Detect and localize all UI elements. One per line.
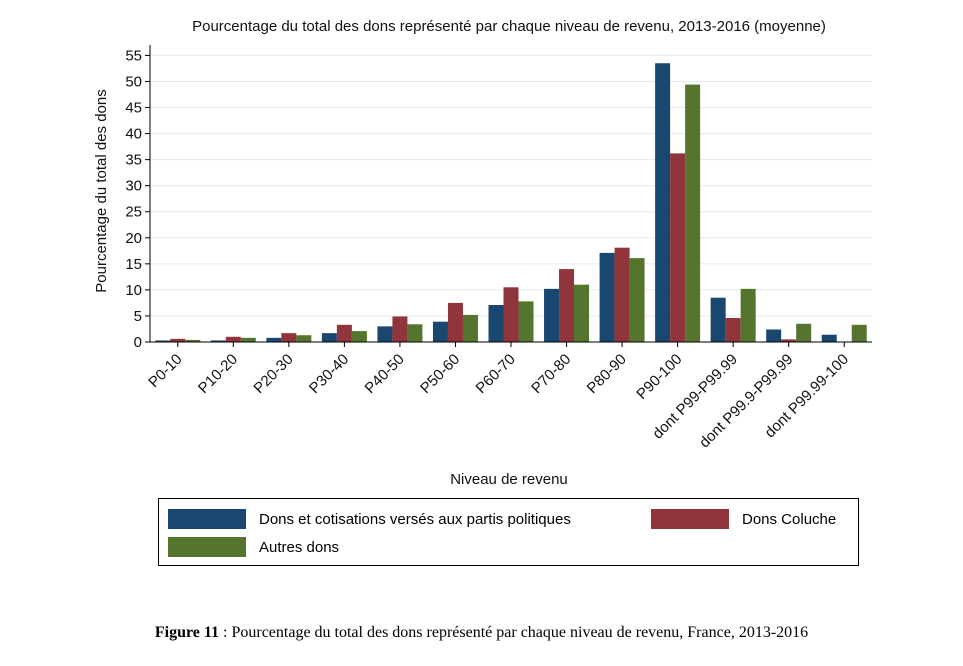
bar xyxy=(447,302,463,342)
x-tick-label: P10-20 xyxy=(195,351,241,397)
y-tick-label: 50 xyxy=(125,73,142,90)
y-tick-label: 5 xyxy=(134,308,142,325)
bar xyxy=(614,247,630,342)
legend-item-coluche: Dons Coluche xyxy=(651,508,836,530)
bar xyxy=(599,252,615,342)
y-tick-label: 25 xyxy=(125,204,142,221)
y-tick-label: 55 xyxy=(125,47,142,64)
x-tick-label: P80-90 xyxy=(584,351,630,397)
x-tick-label: P20-30 xyxy=(250,351,296,397)
bars xyxy=(155,63,867,342)
figure-caption-label: Figure 11 xyxy=(154,624,220,641)
bar xyxy=(266,337,282,342)
x-tick-label: P60-70 xyxy=(473,351,519,397)
bar xyxy=(392,316,408,342)
x-axis-label: Niveau de revenu xyxy=(450,471,568,488)
legend-swatch-coluche xyxy=(651,509,729,529)
bar xyxy=(407,324,423,342)
x-tick-label: P70-80 xyxy=(528,351,574,397)
legend-swatch-partis xyxy=(168,509,246,529)
gridlines xyxy=(150,54,872,317)
bar xyxy=(462,314,478,342)
bar xyxy=(670,153,686,342)
x-tick-label: dont P99.9-P99.99 xyxy=(696,351,796,451)
bar xyxy=(488,305,504,342)
bar xyxy=(796,323,812,342)
bar xyxy=(821,334,837,342)
x-tick-label: P30-40 xyxy=(306,351,352,397)
bar xyxy=(629,258,645,342)
bar xyxy=(321,333,337,342)
legend-item-partis: Dons et cotisations versés aux partis po… xyxy=(168,508,571,530)
bar xyxy=(725,318,741,342)
y-tick-label: 30 xyxy=(125,178,142,195)
y-tick-label: 45 xyxy=(125,100,142,117)
x-tick-label: P50-60 xyxy=(417,351,463,397)
legend-label-partis: Dons et cotisations versés aux partis po… xyxy=(259,510,571,528)
bar xyxy=(351,331,367,342)
bar xyxy=(377,326,393,342)
legend-item-autres: Autres dons xyxy=(168,536,339,558)
legend-swatch-autres xyxy=(168,537,246,557)
y-tick-label: 35 xyxy=(125,152,142,169)
bar xyxy=(155,340,171,342)
y-tick-label: 20 xyxy=(125,230,142,247)
bar xyxy=(185,339,201,342)
bar xyxy=(518,301,534,342)
y-tick-label: 40 xyxy=(125,126,142,143)
legend: Dons et cotisations versés aux partis po… xyxy=(158,498,859,566)
bar xyxy=(685,84,701,342)
bar xyxy=(240,337,256,342)
y-tick-label: 0 xyxy=(134,334,142,351)
bar xyxy=(559,269,575,342)
bar xyxy=(296,335,312,342)
bar-chart: Pourcentage du total des dons représenté… xyxy=(93,18,872,488)
bar xyxy=(851,324,867,342)
bar xyxy=(170,338,186,342)
bar xyxy=(432,321,448,342)
x-tick-label: P90-100 xyxy=(633,351,685,403)
x-tick-label: P40-50 xyxy=(362,351,408,397)
bar xyxy=(655,63,671,342)
bar xyxy=(281,333,297,342)
bar xyxy=(544,288,560,342)
bar xyxy=(574,284,590,342)
legend-label-coluche: Dons Coluche xyxy=(742,510,837,528)
bar xyxy=(766,329,782,342)
bar xyxy=(210,340,226,342)
y-tick-label: 15 xyxy=(125,256,142,273)
bar xyxy=(503,287,519,342)
legend-label-autres: Autres dons xyxy=(259,538,340,556)
x-tick-label: P0-10 xyxy=(145,351,185,391)
figure-caption-text: : Pourcentage du total des dons représen… xyxy=(219,624,809,641)
y-tick-label: 10 xyxy=(125,282,142,299)
figure-caption: Figure 11 : Pourcentage du total des don… xyxy=(0,624,963,642)
bar xyxy=(781,339,797,342)
bar xyxy=(710,297,726,342)
chart-title: Pourcentage du total des dons représenté… xyxy=(192,18,826,35)
bar xyxy=(740,288,756,342)
bar xyxy=(336,324,352,342)
y-axis-label: Pourcentage du total des dons xyxy=(93,89,110,292)
bar xyxy=(225,336,241,342)
